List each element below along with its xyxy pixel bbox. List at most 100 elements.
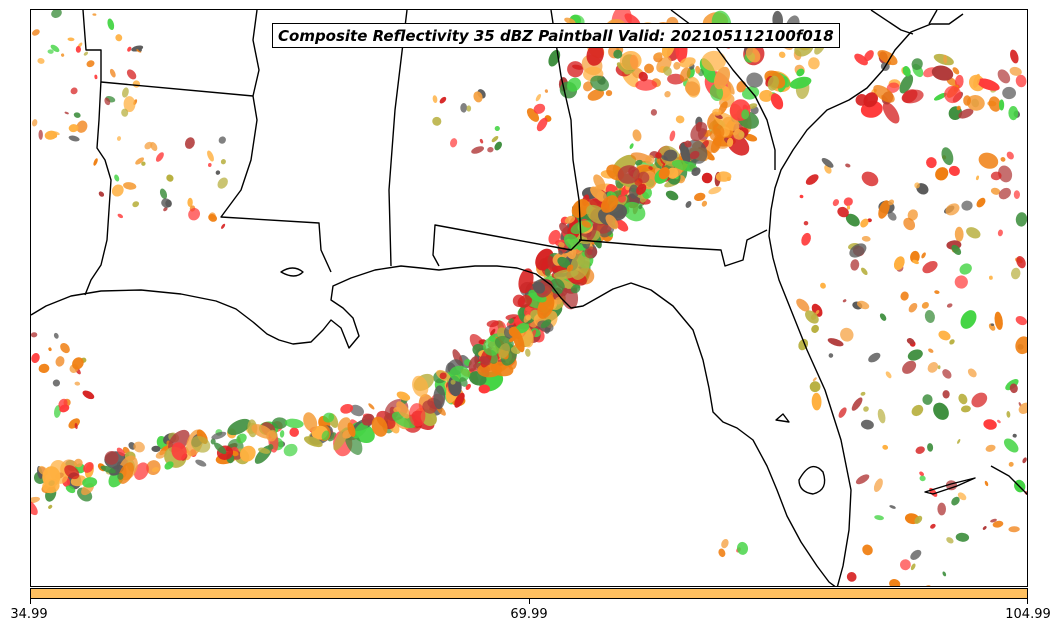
paintball-blob xyxy=(266,430,277,442)
paintball-blob xyxy=(988,96,1001,112)
paintball-blob xyxy=(83,51,89,56)
paintball-blob xyxy=(512,294,526,307)
paintball-blob xyxy=(159,188,168,200)
paintball-blob xyxy=(912,259,919,265)
paintball-blob xyxy=(767,75,779,91)
paintball-blob xyxy=(990,323,995,327)
paintball-blob xyxy=(851,397,863,411)
colorbar-tick-label-max: 104.99 xyxy=(1005,607,1051,622)
paintball-blob xyxy=(570,284,581,294)
paintball-blob xyxy=(663,149,678,162)
paintball-blob xyxy=(850,259,860,271)
paintball-blob xyxy=(863,406,869,412)
paintball-blob xyxy=(98,191,105,197)
paintball-blob xyxy=(60,53,65,57)
state-boundary xyxy=(578,229,768,267)
paintball-blob xyxy=(911,404,924,417)
paintball-blob xyxy=(796,298,810,312)
paintball-blob xyxy=(554,296,563,305)
paintball-blob xyxy=(685,200,692,208)
paintball-blob xyxy=(190,435,211,453)
paintball-blob xyxy=(799,194,804,199)
paintball-blob xyxy=(490,328,496,336)
paintball-blob xyxy=(271,417,288,430)
paintball-blob xyxy=(959,263,972,275)
paintball-blob xyxy=(778,51,786,59)
paintball-blob xyxy=(667,167,679,179)
paintball-blob xyxy=(709,128,722,141)
paintball-blob xyxy=(454,392,465,408)
colorbar-tick xyxy=(30,599,31,604)
paintball-blob xyxy=(860,391,866,396)
paintball-blob xyxy=(984,480,989,487)
colorbar xyxy=(30,588,1028,599)
paintball-blob xyxy=(861,267,868,276)
paintball-blob xyxy=(600,195,619,213)
paintball-blob xyxy=(868,352,881,363)
paintball-blob xyxy=(449,365,471,382)
paintball-blob xyxy=(279,430,285,438)
paintball-blob xyxy=(745,47,761,63)
paintball-blob xyxy=(617,194,627,203)
paintball-blob xyxy=(679,57,696,68)
paintball-blob xyxy=(845,213,860,227)
paintball-blob xyxy=(215,170,221,175)
paintball-blob xyxy=(55,356,65,367)
paintball-blob xyxy=(942,390,950,399)
paintball-blob xyxy=(921,252,926,259)
lake-okeechobee xyxy=(798,465,826,495)
paintball-blob xyxy=(908,302,918,313)
paintball-blob xyxy=(187,197,193,207)
paintball-blob xyxy=(479,138,484,144)
colorbar-tick-label-mid: 69.99 xyxy=(510,607,548,622)
paintball-blob xyxy=(564,17,576,25)
paintball-blob xyxy=(48,347,52,352)
paintball-blob xyxy=(340,403,354,414)
paintball-blob xyxy=(935,167,949,181)
paintball-blob xyxy=(567,61,584,78)
paintball-blob xyxy=(928,348,934,353)
paintball-blob xyxy=(144,141,153,150)
paintball-blob xyxy=(38,465,49,476)
paintball-blob xyxy=(638,71,648,82)
paintball-blob xyxy=(208,213,218,222)
paintball-blob xyxy=(42,478,60,494)
paintball-blob xyxy=(653,52,663,59)
paintball-blob xyxy=(900,559,911,571)
paintball-blob xyxy=(449,138,458,148)
paintball-blob xyxy=(562,287,568,297)
paintball-blob xyxy=(664,90,671,98)
paintball-blob xyxy=(86,60,95,68)
paintball-blob xyxy=(635,159,643,166)
paintball-blob xyxy=(801,232,811,246)
paintball-blob xyxy=(860,218,869,228)
paintball-blob xyxy=(873,478,883,492)
paintball-blob xyxy=(151,445,161,453)
paintball-blob xyxy=(812,377,817,382)
paintball-blob xyxy=(1015,212,1027,227)
paintball-blob xyxy=(665,190,679,201)
paintball-blob xyxy=(38,129,43,140)
paintball-blob xyxy=(151,467,160,473)
paintball-blob xyxy=(736,541,749,555)
paintball-blob xyxy=(888,199,895,206)
coastline xyxy=(31,265,836,586)
paintball-blob xyxy=(549,278,565,295)
paintball-blob xyxy=(590,75,610,92)
paintball-blob xyxy=(902,360,917,374)
paintball-blob xyxy=(161,198,172,208)
boundaries xyxy=(31,10,1027,586)
paintball-blob xyxy=(439,372,447,380)
paintball-blob xyxy=(900,291,909,301)
paintball-blob xyxy=(1022,457,1027,464)
paintball-blob xyxy=(915,446,925,454)
paintball-blob xyxy=(990,187,1001,195)
paintball-blob xyxy=(906,338,915,345)
paintball-blob xyxy=(919,471,924,477)
paintball-blob xyxy=(934,290,940,294)
paintball-blob xyxy=(997,419,1001,424)
paintball-blob xyxy=(746,72,763,88)
paintball-blob xyxy=(31,496,40,504)
paintball-blob xyxy=(32,119,38,127)
paintball-blob xyxy=(997,229,1003,237)
